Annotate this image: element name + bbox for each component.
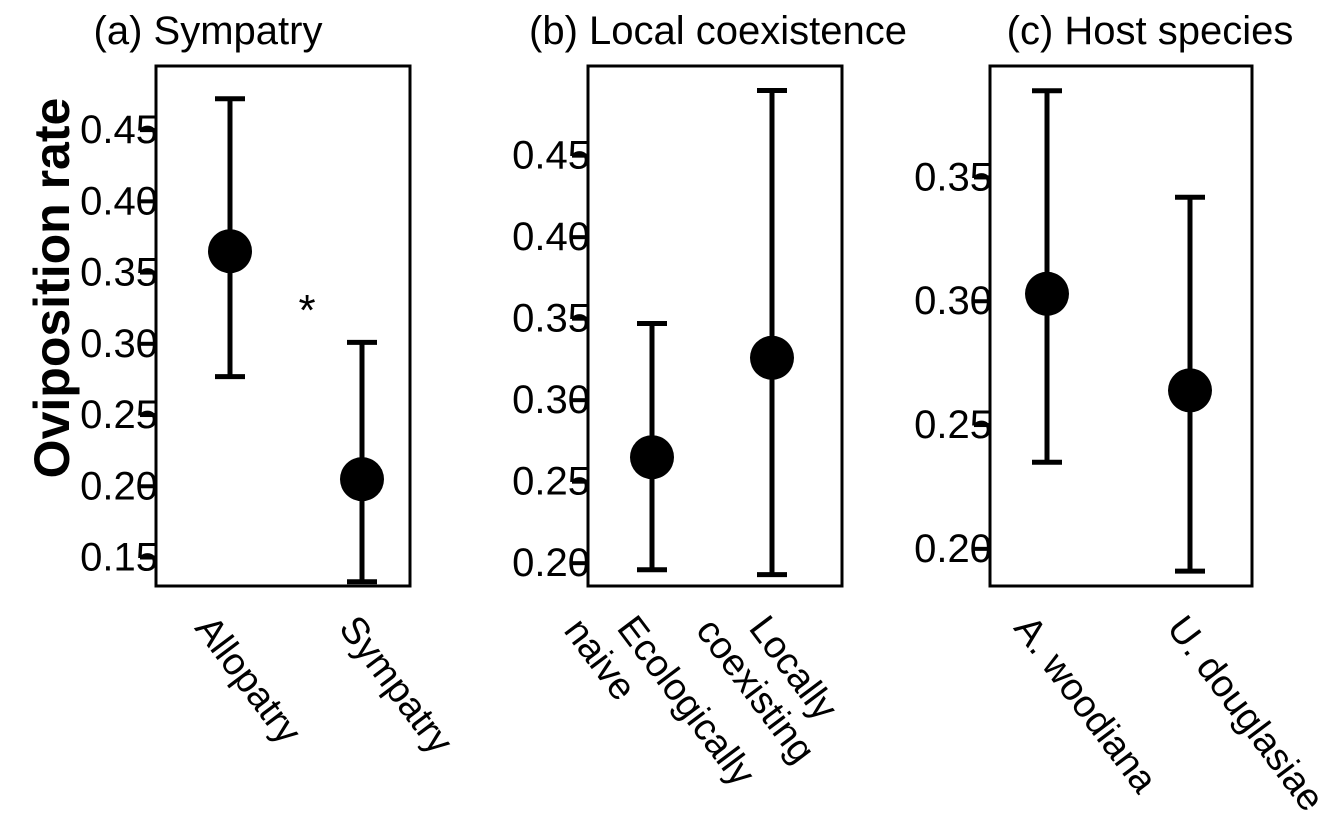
plot-frame — [988, 64, 1254, 588]
x-tick-label: Sympatry — [331, 608, 461, 761]
y-tick-label: 0.40 — [512, 215, 590, 259]
significance-star: * — [298, 286, 315, 335]
panel-c: (c) Host species 0.20 0.25 0.30 0.35 A. woodi… — [914, 9, 1332, 818]
panel-b: (b) Local coexistence 0.20 0.25 0.30 0.35 0.4… — [512, 9, 907, 818]
panel-a: (a) Sympatry 0.15 0.20 0.25 0.30 0.35 0.40 0.45… — [80, 9, 461, 762]
plot-frame — [586, 64, 844, 588]
y-tick-label: 0.30 — [914, 279, 992, 323]
y-tick-label: 0.15 — [80, 536, 158, 580]
y-tick-label: 0.45 — [512, 134, 590, 178]
data-point — [208, 229, 252, 274]
y-tick-label: 0.45 — [80, 108, 158, 152]
y-tick-label: 0.40 — [80, 179, 158, 223]
y-axis-label: Oviposition rate — [24, 98, 80, 479]
data-point — [630, 435, 674, 480]
data-point — [1025, 271, 1069, 316]
x-tick-label: A. woodiana — [1006, 608, 1166, 801]
y-tick-label: 0.35 — [914, 155, 992, 199]
y-tick-label: 0.35 — [512, 297, 590, 341]
y-tick-label: 0.20 — [512, 541, 590, 585]
x-tick-label: Allopatry — [187, 608, 310, 751]
y-tick-label: 0.35 — [80, 251, 158, 295]
panel-title: (c) Host species — [1007, 9, 1294, 53]
y-tick-label: 0.20 — [914, 527, 992, 571]
y-tick-label: 0.25 — [80, 393, 158, 437]
y-tick-label: 0.30 — [512, 378, 590, 422]
x-tick-label: U. douglasiae — [1159, 608, 1332, 818]
panel-title: (a) Sympatry — [94, 9, 323, 53]
y-tick-label: 0.30 — [80, 322, 158, 366]
plot-frame — [154, 64, 412, 588]
y-tick-label: 0.25 — [914, 403, 992, 447]
y-tick-label: 0.20 — [80, 464, 158, 508]
y-tick-label: 0.25 — [512, 460, 590, 504]
data-point — [1168, 368, 1212, 413]
data-point — [750, 335, 794, 380]
data-point — [340, 457, 384, 502]
x-tick-label: Ecologicallynaive — [556, 584, 763, 818]
panel-title: (b) Local coexistence — [529, 9, 907, 53]
